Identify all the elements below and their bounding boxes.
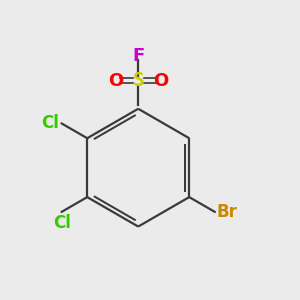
Text: F: F <box>132 47 144 65</box>
Text: O: O <box>108 72 123 90</box>
Text: O: O <box>154 72 169 90</box>
Text: Br: Br <box>216 203 237 221</box>
Text: Cl: Cl <box>53 214 71 232</box>
Text: Cl: Cl <box>41 115 59 133</box>
Text: S: S <box>132 71 144 90</box>
